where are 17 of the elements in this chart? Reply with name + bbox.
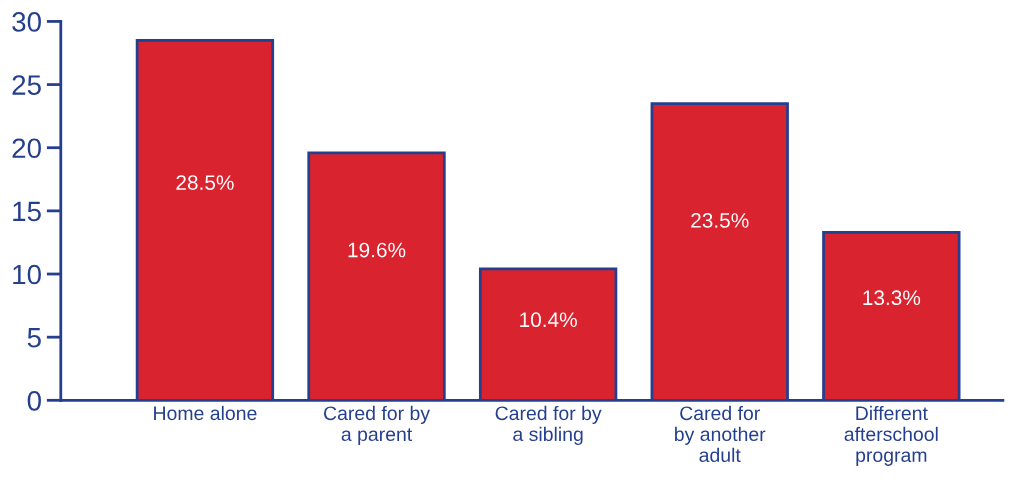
x-tick-label: Cared for by a sibling [495,405,602,445]
y-tick-label: 30 [12,12,41,32]
x-tick-label: Different afterschool program [844,405,938,466]
x-tick-label: Cared for by another adult [675,405,766,463]
data-label: 13.3% [863,290,921,306]
data-label: 28.5% [176,175,234,190]
y-tick-label: 0 [27,390,41,411]
y-tick-label: 25 [12,75,41,95]
x-tick-label: Home alone [154,405,257,421]
y-tick-label: 15 [13,201,41,222]
y-tick-label: 10 [13,264,41,285]
y-tick-label: 20 [12,138,41,159]
x-tick-label: Cared for by a parent [324,405,430,445]
data-label: 23.5% [691,213,749,228]
data-label: 19.6% [348,242,406,258]
y-tick-label: 5 [27,328,41,348]
data-label: 10.4% [520,312,577,328]
